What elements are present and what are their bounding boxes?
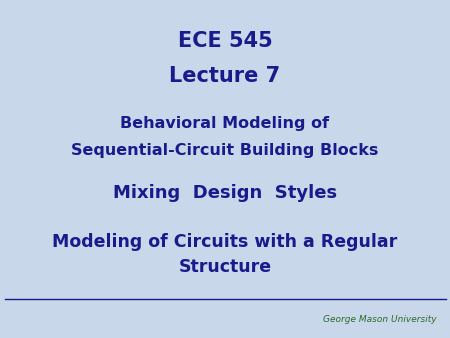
Text: Sequential-Circuit Building Blocks: Sequential-Circuit Building Blocks: [71, 143, 379, 158]
Text: George Mason University: George Mason University: [323, 315, 436, 324]
Text: Lecture 7: Lecture 7: [170, 66, 280, 86]
Text: ECE 545: ECE 545: [178, 30, 272, 51]
Text: Structure: Structure: [179, 258, 271, 276]
Text: Mixing  Design  Styles: Mixing Design Styles: [113, 184, 337, 202]
Text: Behavioral Modeling of: Behavioral Modeling of: [121, 116, 329, 131]
Text: Modeling of Circuits with a Regular: Modeling of Circuits with a Regular: [52, 233, 398, 251]
